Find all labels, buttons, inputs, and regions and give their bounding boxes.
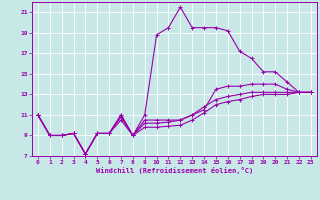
X-axis label: Windchill (Refroidissement éolien,°C): Windchill (Refroidissement éolien,°C): [96, 167, 253, 174]
